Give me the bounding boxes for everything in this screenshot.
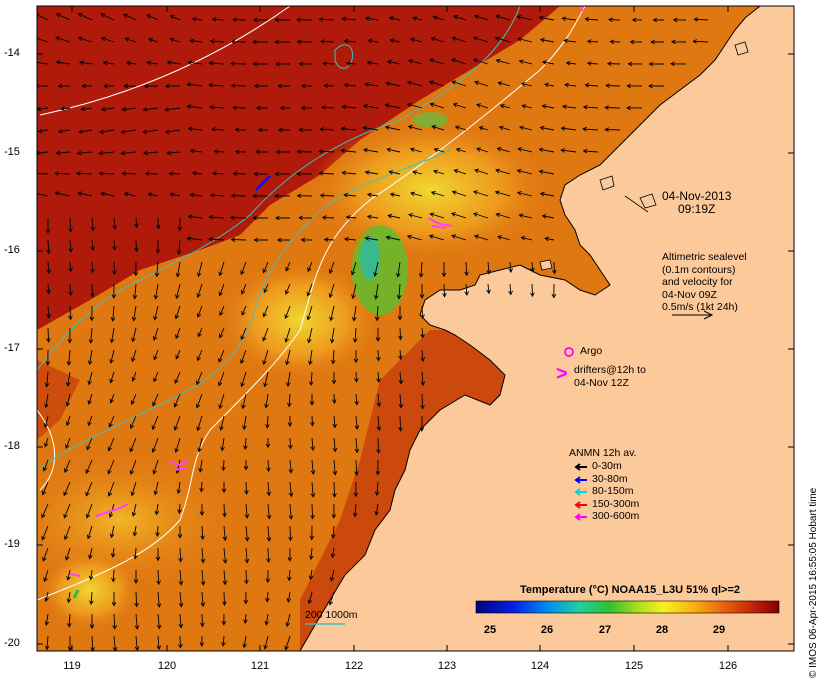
date-pointer [624,195,649,213]
legend-arrow-icon [574,487,588,497]
altimetry-line: 0.5m/s (1kt 24h) [662,301,738,313]
anmn-legend-label: 300-600m [592,510,640,522]
anmn-legend-label: 150-300m [592,497,640,510]
x-tick-label: 125 [624,660,644,672]
y-tick-label: -16 [4,244,20,256]
colorbar-tick: 28 [655,624,669,636]
scale-arrow [672,310,714,320]
anmn-legend-title: ANMN 12h av. [569,447,637,459]
legend-arrow-icon [574,512,588,522]
drifter-tracks [69,6,585,577]
altimetry-line: (0.1m contours) [662,263,736,276]
colorbar-tick: 29 [712,624,726,636]
x-tick-label: 119 [63,660,81,672]
x-tick-label: 122 [344,660,364,672]
argo-marker [564,347,574,357]
time-line: 09:19Z [678,202,716,216]
anmn-legend-label: 0-30m [592,460,622,472]
y-tick-label: -20 [4,637,20,649]
x-tick-label: 123 [437,660,457,672]
legend-arrow-icon [574,500,588,509]
x-tick-label: 120 [157,660,177,672]
anmn-legend-item: 300-600m [574,510,639,522]
altimetry-line: 04-Nov 09Z [662,288,717,301]
anmn-legend-item: 0-30m [574,460,622,472]
colorbar-tick: 26 [540,624,554,636]
x-tick-label: 126 [718,660,738,672]
anmn-legend-item: 30-80m [574,473,628,485]
velocity-arrows [37,13,709,651]
y-tick-label: -14 [4,47,20,59]
anmn-legend-label: 80-150m [592,485,634,497]
drifters-line: 04-Nov 12Z [574,376,629,389]
drifter-symbol: > [556,363,568,385]
y-tick-label: -17 [4,342,20,354]
mooring-arrow [255,175,271,191]
y-tick-label: -18 [4,440,20,452]
drifters-line: drifters@12h to [574,364,646,376]
plot-frame [36,5,795,652]
date-line: 04-Nov-2013 [662,189,732,203]
colorbar-title: Temperature (°C) NOAA15_L3U 51% ql>=2 [520,584,740,596]
x-tick-label: 121 [250,660,270,672]
y-tick-label: -19 [4,538,20,550]
altimetry-legend: Altimetric sealevel (0.1m contours) and … [662,251,747,314]
colorbar-tick: 27 [598,624,612,636]
anmn-legend-item: 150-300m [574,498,639,510]
altimetry-line: Altimetric sealevel [662,251,747,263]
credit-text: © IMOS 06-Apr-2015 16:55:05 Hobart time [808,487,819,678]
colorbar-tick: 25 [483,624,497,636]
anmn-legend-item: 80-150m [574,485,633,497]
anmn-legend-label: 30-80m [592,472,628,485]
kimberley-coast [299,6,794,651]
legend-arrow-icon [574,462,588,472]
x-tick-label: 124 [530,660,550,672]
legend-arrow-icon [574,475,588,484]
argo-label: Argo [580,345,603,357]
colorbar [475,600,780,614]
drifters-legend: drifters@12h to 04-Nov 12Z [574,364,646,389]
depth-legend: 200 1000m [305,609,358,621]
altimetry-line: and velocity for [662,276,733,288]
date-stamp: 04-Nov-2013 09:19Z [662,190,731,216]
y-tick-label: -15 [4,146,20,158]
